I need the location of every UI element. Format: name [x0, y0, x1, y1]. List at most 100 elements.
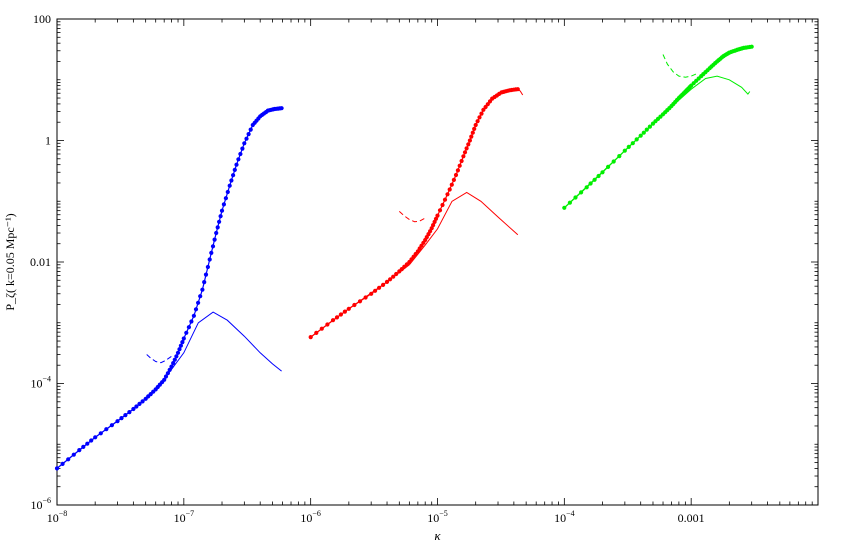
data-point — [442, 197, 448, 202]
data-point — [203, 272, 209, 277]
data-point — [466, 142, 471, 147]
data-point — [180, 340, 185, 345]
data-point — [244, 136, 249, 141]
data-point — [81, 444, 86, 449]
data-point — [330, 318, 336, 323]
data-point — [470, 130, 475, 135]
data-point — [217, 219, 222, 224]
data-point — [626, 144, 631, 149]
data-point — [515, 87, 520, 92]
data-point — [104, 427, 109, 432]
data-point — [464, 146, 469, 151]
x-axis-title: κ — [434, 528, 441, 543]
data-point — [236, 157, 241, 162]
y-tick-label: 10−4 — [30, 375, 51, 391]
data-point — [562, 205, 567, 210]
data-point — [440, 202, 445, 208]
plot-frame — [56, 18, 819, 506]
data-point — [234, 162, 239, 167]
y-tick-label: 1 — [45, 134, 51, 148]
data-point — [167, 367, 172, 372]
data-point — [71, 452, 76, 457]
data-point — [467, 138, 472, 143]
data-point — [325, 322, 330, 327]
series-dot-trace — [56, 107, 282, 469]
data-point — [437, 208, 443, 213]
data-point — [357, 299, 363, 304]
series-3 — [562, 44, 754, 210]
data-point — [214, 230, 219, 236]
data-point — [567, 200, 573, 205]
x-tick-label: 0.001 — [678, 511, 705, 525]
data-point — [174, 354, 179, 359]
data-point — [394, 271, 399, 277]
data-point — [314, 330, 319, 335]
data-point — [172, 357, 177, 362]
data-point — [209, 250, 214, 255]
data-point — [246, 132, 251, 137]
data-point — [60, 461, 65, 466]
x-tick-label: 10−8 — [47, 509, 68, 525]
data-point — [279, 106, 284, 111]
data-point — [634, 137, 639, 142]
series-dashed-line — [398, 211, 426, 223]
data-point — [473, 122, 478, 128]
data-point — [119, 416, 124, 421]
data-point — [319, 326, 324, 331]
data-point — [455, 168, 460, 173]
data-point — [363, 295, 368, 300]
data-point — [630, 141, 635, 146]
axis-tick-labels: 10−8 10−7 10−6 10−5 10−4 0.001 10−6 10−4 0.01 1 10… — [30, 12, 705, 525]
series-solid-line — [56, 311, 282, 469]
data-point — [54, 466, 60, 471]
data-point — [162, 377, 167, 382]
data-point — [641, 130, 646, 135]
data-point — [472, 126, 477, 131]
data-point — [98, 431, 103, 436]
data-point — [749, 44, 754, 49]
data-point — [191, 313, 196, 318]
data-point — [346, 306, 351, 311]
data-point — [181, 336, 186, 341]
data-point — [140, 399, 145, 404]
data-point — [338, 312, 343, 317]
data-point — [584, 185, 589, 190]
data-point — [137, 401, 142, 406]
data-point — [462, 150, 468, 155]
series-solid-line — [563, 75, 751, 209]
data-point — [457, 163, 462, 168]
data-point — [647, 124, 653, 129]
data-point — [373, 288, 378, 293]
data-point — [212, 237, 217, 242]
data-point — [193, 307, 199, 312]
data-point — [611, 159, 616, 164]
data-point — [242, 141, 247, 146]
data-point — [225, 189, 230, 195]
data-point — [198, 294, 203, 299]
series-1 — [54, 106, 284, 471]
x-tick-label: 10−5 — [427, 509, 448, 525]
data-point — [215, 225, 220, 230]
data-point — [127, 410, 132, 415]
data-point — [66, 457, 71, 462]
data-point — [171, 361, 176, 366]
data-point — [606, 164, 611, 169]
y-tick-label: 100 — [33, 12, 51, 26]
data-point — [617, 154, 622, 159]
data-point — [600, 170, 605, 175]
data-point — [388, 277, 393, 282]
data-point — [196, 300, 201, 305]
data-point — [186, 325, 191, 330]
data-point — [308, 335, 313, 340]
data-point — [184, 330, 189, 335]
data-point — [459, 158, 464, 164]
data-point — [369, 291, 374, 296]
data-point — [451, 177, 456, 182]
data-point — [248, 127, 253, 132]
data-point — [202, 280, 207, 285]
x-tick-label: 10−4 — [554, 509, 575, 525]
data-point — [479, 111, 484, 116]
data-point — [352, 302, 357, 308]
data-point — [573, 195, 578, 200]
